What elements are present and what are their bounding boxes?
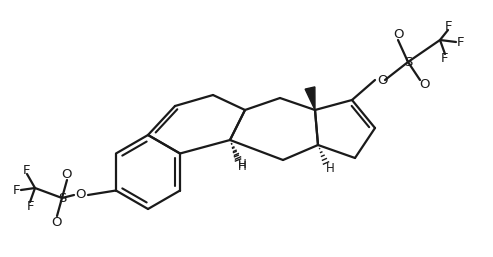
- Text: H: H: [325, 162, 334, 176]
- Text: O: O: [75, 188, 85, 201]
- Text: O: O: [377, 74, 387, 87]
- Text: O: O: [62, 168, 72, 180]
- Polygon shape: [305, 87, 315, 110]
- Text: H: H: [238, 158, 246, 170]
- Text: F: F: [456, 35, 464, 49]
- Text: O: O: [52, 216, 62, 228]
- Text: F: F: [26, 199, 34, 213]
- Text: F: F: [23, 163, 31, 177]
- Text: S: S: [404, 56, 412, 69]
- Text: H: H: [238, 160, 246, 172]
- Text: F: F: [444, 20, 452, 32]
- Text: O: O: [419, 78, 429, 90]
- Text: O: O: [393, 27, 403, 41]
- Text: F: F: [441, 51, 449, 65]
- Text: S: S: [58, 191, 66, 205]
- Text: F: F: [13, 183, 21, 197]
